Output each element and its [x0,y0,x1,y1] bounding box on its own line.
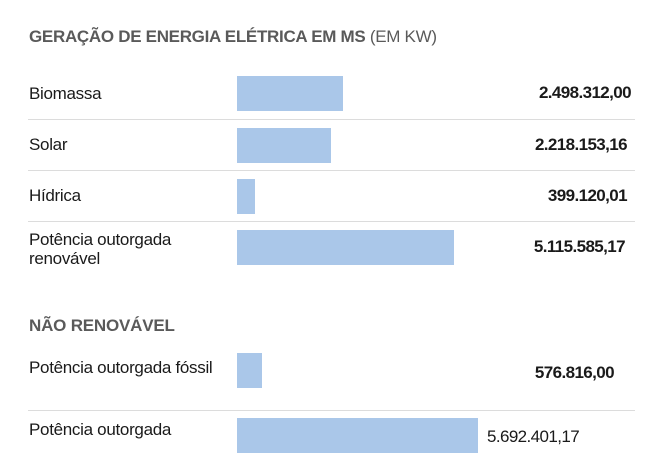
bar [237,418,478,453]
chart-title: GERAÇÃO DE ENERGIA ELÉTRICA EM MS (EM KW… [29,27,437,47]
bar [237,76,343,111]
row-divider [28,170,635,171]
row-label: Biomassa [29,84,102,103]
row-label: Solar [29,135,68,154]
chart-title-unit: (EM KW) [369,27,437,46]
row-divider [28,119,635,120]
row-value: 2.218.153,16 [534,135,628,154]
chart-title-main: GERAÇÃO DE ENERGIA ELÉTRICA EM MS [29,27,366,46]
bar [237,230,454,265]
bar-row-solar: Solar 2.218.153,16 [28,128,635,163]
row-value: 5.115.585,17 [533,237,626,256]
bar-row-biomassa: Biomassa 2.498.312,00 [28,76,635,111]
row-divider [28,221,635,222]
bar-row-potencia-total: Potência outorgada 5.692.401,17 [28,418,635,453]
row-value: 576.816,00 [534,363,615,382]
row-value: 399.120,01 [547,186,628,205]
bar-row-potencia-renovavel: Potência outorgada renovável 5.115.585,1… [28,230,635,270]
row-label: Potência outorgada fóssil [29,358,213,377]
bar [237,179,255,214]
section-title-nao-renovavel: NÃO RENOVÁVEL [29,316,175,335]
row-label: Hídrica [29,186,81,205]
bar [237,128,331,163]
row-divider [28,410,635,411]
row-label: Potência outorgada [29,420,172,439]
bar [237,353,262,388]
bar-row-hidrica: Hídrica 399.120,01 [28,179,635,214]
bar-row-potencia-fossil: Potência outorgada fóssil 576.816,00 [28,353,635,398]
row-value: 5.692.401,17 [487,427,580,446]
row-label: Potência outorgada renovável [29,230,172,268]
row-value: 2.498.312,00 [538,83,632,102]
